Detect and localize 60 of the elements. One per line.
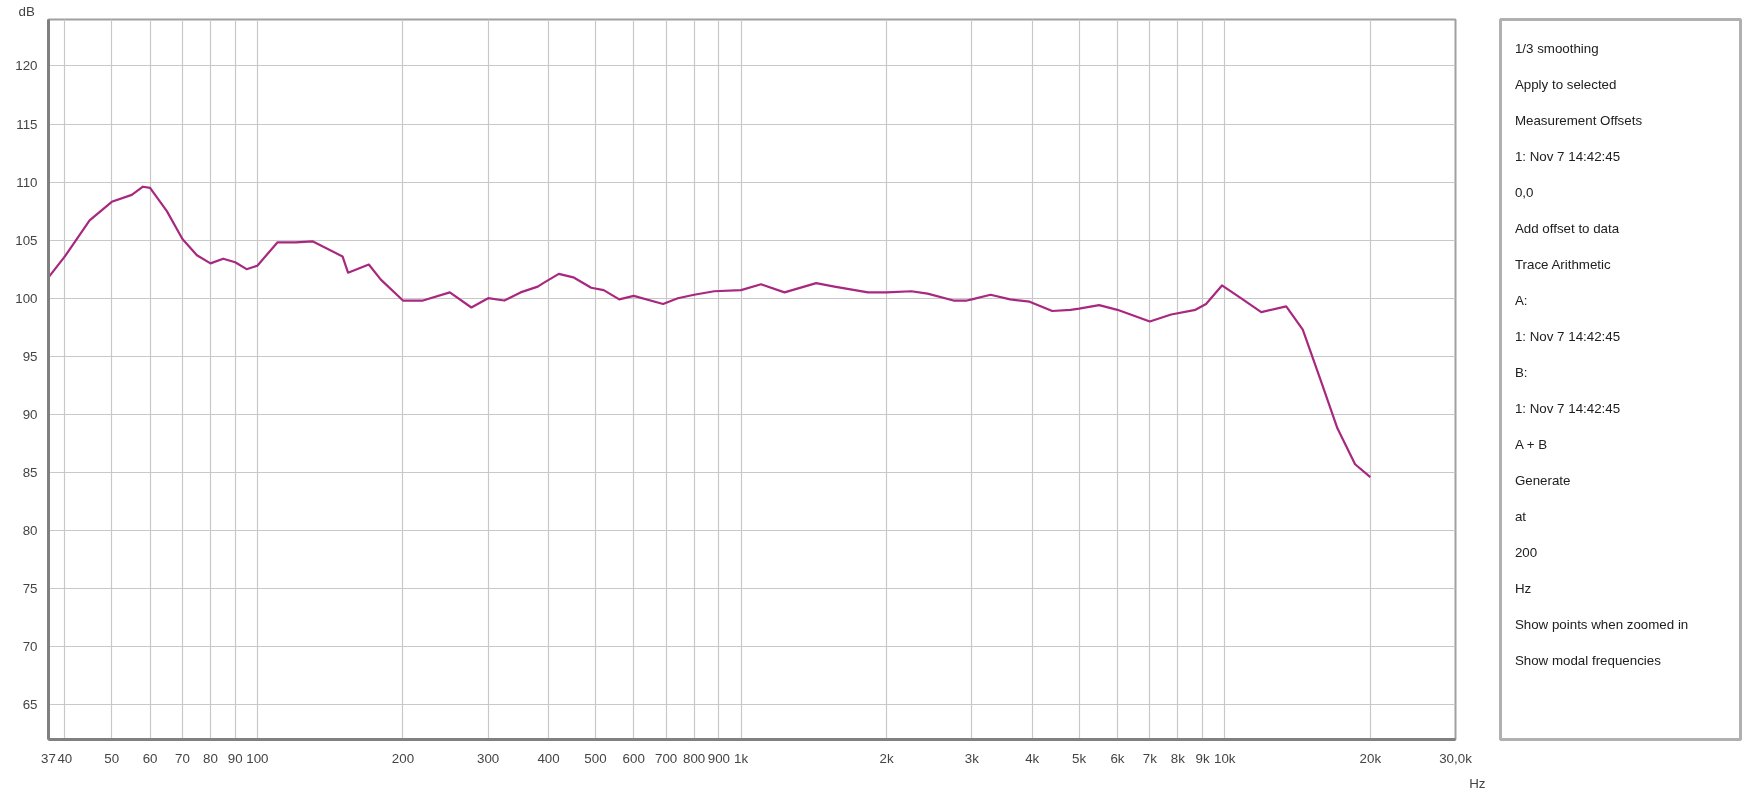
text: Add offset to data	[1514, 220, 1620, 236]
text: Show points when zoomed in	[1514, 616, 1689, 632]
text: Measurement Offsets	[1514, 112, 1643, 128]
text: Generate	[1514, 472, 1571, 488]
y-tick-label: 65	[22, 697, 38, 713]
x-tick-label: 2k	[879, 750, 895, 766]
text: 0,0	[1514, 184, 1534, 200]
x-tick-label: 37	[41, 750, 56, 766]
text: 1/3 smoothing	[1514, 40, 1599, 56]
text: A:	[1514, 292, 1528, 308]
text: at	[1514, 508, 1527, 524]
y-tick-label: 115	[16, 116, 38, 132]
x-tick-label: 20k	[1359, 750, 1382, 766]
text: 1: Nov 7 14:42:45	[1514, 400, 1621, 416]
text: Show modal frequencies	[1514, 652, 1662, 668]
x-tick-label: 400	[537, 750, 560, 766]
x-tick-label: 8k	[1170, 750, 1186, 766]
x-tick-label: 900	[707, 750, 731, 766]
y-tick-label: 120	[15, 58, 38, 74]
x-tick-label: 70	[175, 750, 190, 766]
y-tick-label: 100	[15, 290, 38, 306]
y-tick-label: 75	[22, 581, 38, 597]
x-tick-label: 200	[391, 750, 415, 766]
x-tick-label: 50	[104, 750, 120, 766]
x-tick-label: 80	[203, 750, 218, 766]
x-tick-label: 1k	[734, 750, 749, 766]
x-tick-label: 9k	[1195, 750, 1210, 766]
y-tick-label: 95	[22, 348, 38, 364]
x-tick-label: 90	[227, 750, 243, 766]
y-tick-label: 110	[16, 174, 38, 190]
x-tick-label: 100	[246, 750, 269, 766]
x-tick-label: 500	[584, 750, 607, 766]
x-tick-label: 300	[477, 750, 500, 766]
x-tick-label: 30,0k	[1439, 750, 1473, 766]
text: Trace Arithmetic	[1514, 256, 1612, 272]
text: B:	[1514, 364, 1528, 380]
text: Hz	[1514, 580, 1532, 596]
y-tick-label: 85	[22, 464, 38, 480]
x-tick-label: 60	[142, 750, 158, 766]
y-tick-label: 105	[15, 232, 38, 248]
x-tick-label: 5k	[1072, 750, 1087, 766]
text: 1: Nov 7 14:42:45	[1514, 328, 1621, 344]
x-tick-label: 6k	[1110, 750, 1125, 766]
x-tick-label: 700	[655, 750, 678, 766]
text: 200	[1514, 544, 1538, 560]
y-tick-label: 80	[22, 522, 38, 538]
x-tick-label: 800	[683, 750, 706, 766]
y-axis-title: dB	[18, 3, 35, 19]
x-tick-label: 40	[57, 750, 73, 766]
x-tick-label: 7k	[1142, 750, 1158, 766]
x-tick-label: 4k	[1025, 750, 1040, 766]
text: 1: Nov 7 14:42:45	[1514, 148, 1621, 164]
x-axis-title: Hz	[1469, 775, 1486, 791]
text: A + B	[1514, 436, 1548, 452]
y-tick-label: 90	[22, 406, 38, 422]
x-tick-label: 10k	[1213, 750, 1236, 766]
x-tick-label: 600	[622, 750, 645, 766]
y-tick-label: 70	[22, 639, 38, 655]
x-tick-label: 3k	[964, 750, 980, 766]
text: Apply to selected	[1514, 76, 1617, 92]
